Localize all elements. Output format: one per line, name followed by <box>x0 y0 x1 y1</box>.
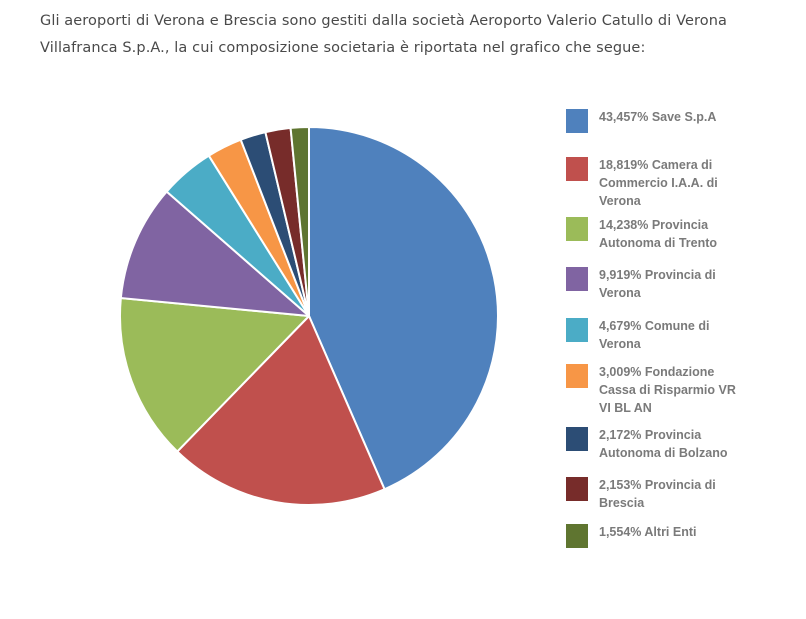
legend-label: 43,457% Save S.p.A <box>599 110 717 124</box>
legend-swatch <box>566 217 588 241</box>
legend-label: 1,554% Altri Enti <box>599 525 697 539</box>
legend-label: 4,679% Comune di Verona <box>599 319 710 351</box>
legend-swatch <box>566 267 588 291</box>
legend-label: 18,819% Camera di Commercio I.A.A. di Ve… <box>599 158 718 208</box>
legend-label: 2,153% Provincia di Brescia <box>599 478 716 510</box>
intro-line-1: Gli aeroporti di Verona e Brescia sono g… <box>40 13 727 29</box>
legend-label: 2,172% Provincia Autonoma di Bolzano <box>599 428 728 460</box>
legend-label: 9,919% Provincia di Verona <box>599 268 716 300</box>
legend-item-2: 18,819% Camera di Commercio I.A.A. di Ve… <box>566 156 749 210</box>
pie-slice-3 <box>119 297 310 453</box>
pie-slice-2 <box>176 315 386 506</box>
legend-item-9: 1,554% Altri Enti <box>566 523 749 548</box>
legend-item-5: 4,679% Comune di Verona <box>566 317 749 353</box>
legend-item-6: 3,009% Fondazione Cassa di Risparmio VR … <box>566 363 749 417</box>
legend-item-7: 2,172% Provincia Autonoma di Bolzano <box>566 426 749 462</box>
legend-swatch <box>566 477 588 501</box>
legend-swatch <box>566 524 588 548</box>
pie-slice-1 <box>308 126 499 491</box>
legend-swatch <box>566 427 588 451</box>
legend-item-8: 2,153% Provincia di Brescia <box>566 476 749 512</box>
legend-label: 14,238% Provincia Autonoma di Trento <box>599 218 718 250</box>
intro-line-2: Villafranca S.p.A., la cui composizione … <box>40 40 646 56</box>
legend-label: 3,009% Fondazione Cassa di Risparmio VR … <box>599 365 736 415</box>
legend-item-1: 43,457% Save S.p.A <box>566 108 749 133</box>
intro-text: Gli aeroporti di Verona e Brescia sono g… <box>40 8 800 62</box>
pie-slice-4 <box>119 190 310 317</box>
legend-item-4: 9,919% Provincia di Verona <box>566 266 749 302</box>
legend-swatch <box>566 318 588 342</box>
legend-swatch <box>566 364 588 388</box>
legend-swatch <box>566 157 588 181</box>
legend-item-3: 14,238% Provincia Autonoma di Trento <box>566 216 749 252</box>
pie-slices <box>119 126 499 506</box>
pie-slice-9 <box>289 126 310 317</box>
legend-swatch <box>566 109 588 133</box>
